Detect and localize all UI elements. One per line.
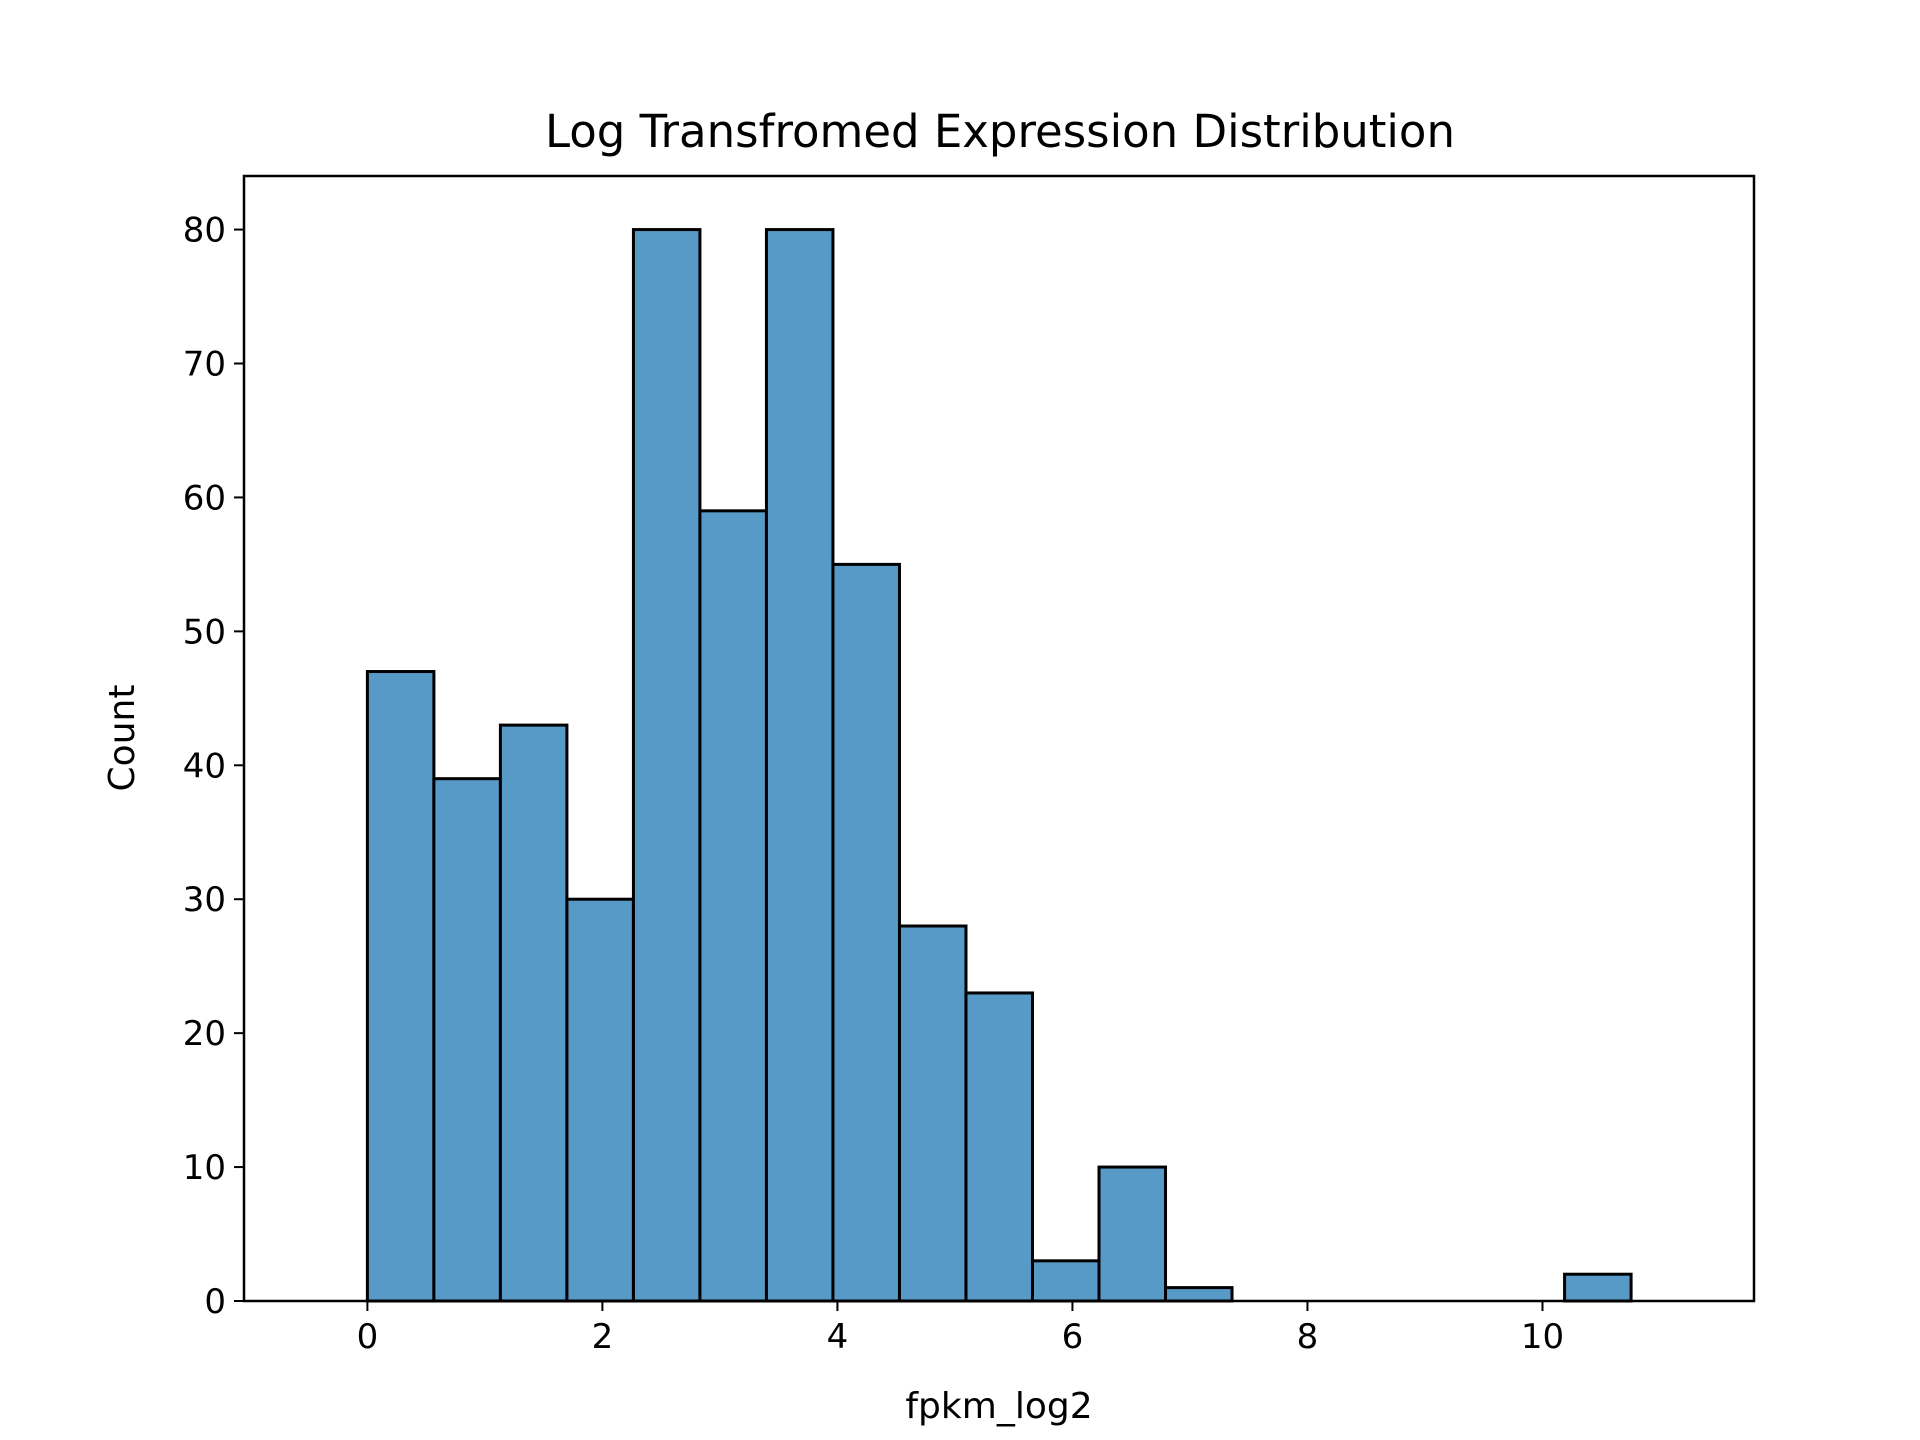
x-axis-ticks: 0 2 4 6 8 10	[357, 1301, 1564, 1357]
x-tick-label: 4	[827, 1317, 849, 1357]
plot-frame	[242, 174, 1756, 1303]
x-tick-label: 10	[1521, 1317, 1564, 1357]
y-axis-label: Count	[102, 685, 143, 792]
y-axis-ticks: 0 10 20 30 40 50 60 70 80	[183, 211, 244, 1322]
y-tick-label: 60	[183, 478, 226, 518]
histogram-bar	[1030, 1259, 1101, 1303]
bars-group	[365, 228, 1633, 1303]
histogram-bar	[897, 924, 968, 1303]
histogram-bar	[831, 562, 901, 1303]
y-tick-label: 10	[183, 1148, 226, 1188]
y-tick-label: 30	[183, 880, 226, 920]
histogram-bar	[964, 991, 1034, 1303]
y-tick-label: 80	[183, 211, 226, 251]
x-tick-label: 2	[592, 1317, 614, 1357]
chart-title: Log Transfromed Expression Distribution	[545, 105, 1455, 158]
histogram-bar	[698, 509, 768, 1303]
y-tick-label: 50	[183, 612, 226, 652]
y-tick-label: 40	[183, 746, 226, 786]
histogram-bar	[365, 670, 436, 1303]
histogram-bar	[1563, 1272, 1633, 1303]
histogram-bar	[1097, 1165, 1168, 1303]
y-tick-label: 0	[204, 1282, 226, 1322]
x-axis-label: fpkm_log2	[905, 1386, 1092, 1427]
y-tick-label: 20	[183, 1014, 226, 1054]
histogram-bar	[498, 723, 569, 1303]
histogram-bar	[764, 228, 835, 1303]
histogram-bar	[432, 777, 502, 1303]
histogram-bar	[1164, 1286, 1234, 1303]
x-tick-label: 8	[1297, 1317, 1319, 1357]
histogram-bar	[631, 228, 702, 1303]
y-tick-label: 70	[183, 345, 226, 385]
x-tick-label: 6	[1062, 1317, 1084, 1357]
histogram-bar	[565, 897, 635, 1303]
x-tick-label: 0	[357, 1317, 379, 1357]
